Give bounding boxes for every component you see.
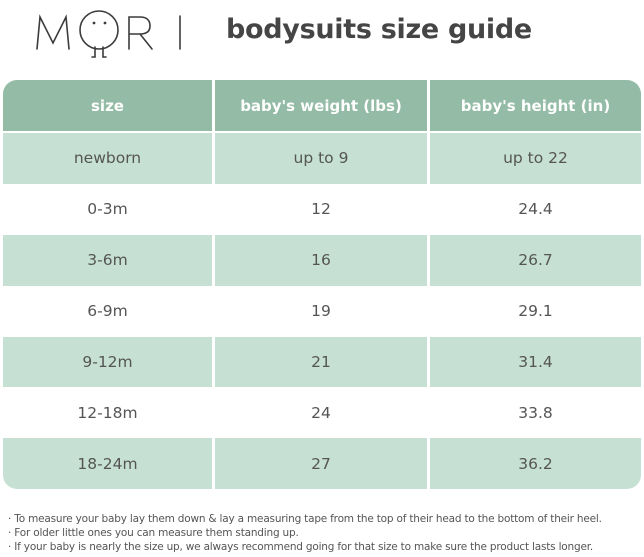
table-header: size baby's weight (lbs) baby's height (… bbox=[3, 80, 641, 133]
mori-logo-mark bbox=[36, 10, 181, 58]
table-row: 3-6m 16 26.7 bbox=[3, 234, 641, 286]
cell-size: 0-3m bbox=[87, 200, 128, 219]
cell-weight: 24 bbox=[311, 403, 331, 422]
cell-weight: 12 bbox=[311, 200, 331, 219]
cell-weight: 27 bbox=[215, 438, 427, 490]
cell-height: 33.8 bbox=[518, 403, 553, 422]
cell-height: 31.4 bbox=[430, 336, 641, 388]
header-weight: baby's weight (lbs) bbox=[215, 80, 427, 131]
cell-weight: 19 bbox=[311, 302, 331, 321]
cell-size: 3-6m bbox=[3, 234, 212, 286]
mori-logo bbox=[34, 3, 184, 61]
measuring-notes: · To measure your baby lay them down & l… bbox=[8, 512, 602, 555]
note: · If your baby is nearly the size up, we… bbox=[8, 541, 593, 554]
cell-height: up to 22 bbox=[430, 133, 641, 184]
cell-height: 24.4 bbox=[518, 200, 553, 219]
cell-height: 36.2 bbox=[430, 438, 641, 490]
table-row: 9-12m 21 31.4 bbox=[3, 336, 641, 388]
cell-weight: 16 bbox=[215, 234, 427, 286]
cell-height: 29.1 bbox=[518, 302, 553, 321]
header-size: size bbox=[3, 80, 212, 131]
table-row: newborn up to 9 up to 22 bbox=[3, 133, 641, 184]
table-row: 12-18m 24 33.8 bbox=[3, 387, 641, 438]
cell-size: 12-18m bbox=[77, 403, 138, 422]
cell-size: newborn bbox=[3, 133, 212, 184]
cell-size: 6-9m bbox=[87, 302, 128, 321]
note: · To measure your baby lay them down & l… bbox=[8, 513, 602, 525]
table-row: 6-9m 19 29.1 bbox=[3, 286, 641, 337]
cell-weight: up to 9 bbox=[215, 133, 427, 184]
cell-weight: 21 bbox=[215, 336, 427, 388]
size-table: size baby's weight (lbs) baby's height (… bbox=[3, 80, 641, 490]
table-row: 0-3m 12 24.4 bbox=[3, 184, 641, 235]
cell-size: 9-12m bbox=[3, 336, 212, 388]
page-title: bodysuits size guide bbox=[226, 14, 532, 45]
header-height: baby's height (in) bbox=[430, 80, 641, 131]
cell-size: 18-24m bbox=[3, 438, 212, 490]
table-row: 18-24m 27 36.2 bbox=[3, 438, 641, 490]
cell-height: 26.7 bbox=[430, 234, 641, 286]
note: · For older little ones you can measure … bbox=[8, 527, 299, 540]
